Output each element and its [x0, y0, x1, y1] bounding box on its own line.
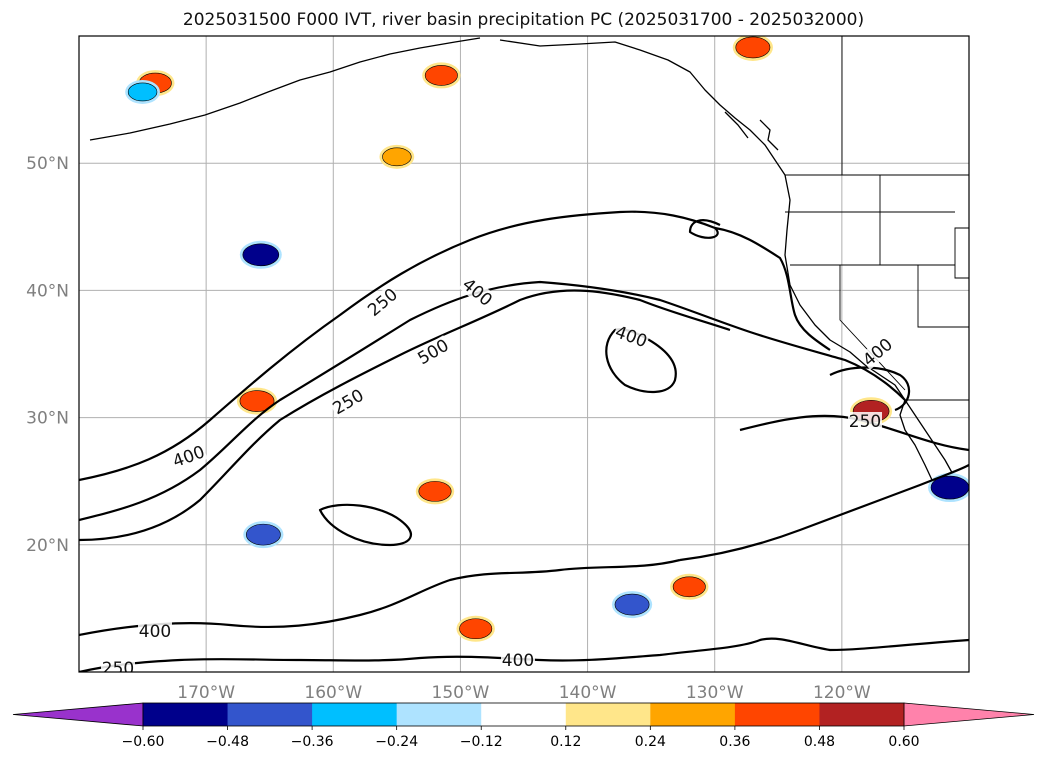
colorbar-segment: [227, 703, 313, 726]
precip-region: [127, 82, 158, 102]
precip-region: [459, 618, 493, 640]
precip-region: [424, 65, 458, 86]
contour-label-bg: [169, 441, 208, 471]
colorbar-segment: [565, 703, 651, 726]
contour-label-bg: [101, 659, 135, 672]
precip-region: [242, 243, 280, 267]
precip-region: [672, 576, 706, 598]
chart-title: 2025031500 F000 IVT, river basin precipi…: [182, 10, 865, 30]
colorbar-segment: [396, 703, 482, 726]
political-borders: [785, 36, 969, 401]
contour-label-bg: [858, 334, 897, 370]
contour-label: 400: [139, 622, 171, 642]
contour-label-bg: [413, 335, 453, 368]
colorbar-tick-label: −0.24: [375, 734, 418, 750]
y-tick-label: 20°N: [26, 536, 69, 556]
colorbar-tick-label: 0.24: [635, 734, 666, 750]
precip-region: [382, 147, 412, 167]
contour-label: 250: [849, 412, 881, 432]
y-tick-label: 50°N: [26, 154, 69, 174]
contour-label: 250: [102, 659, 134, 679]
x-tick-label: 170°W: [177, 683, 235, 703]
colorbar-tick-label: −0.36: [291, 734, 334, 750]
x-tick-label: 140°W: [559, 683, 617, 703]
map-background: [79, 36, 969, 672]
y-tick-label: 30°N: [26, 409, 69, 429]
x-tick-label: 130°W: [686, 683, 744, 703]
colorbar-tick-label: 0.36: [719, 734, 750, 750]
y-tick-label: 40°N: [26, 281, 69, 301]
contour-label: 400: [502, 651, 534, 671]
colorbar-extend-min: [12, 702, 144, 727]
contour-label-bg: [363, 284, 402, 320]
x-tick-label: 150°W: [432, 683, 490, 703]
contour-label-bg: [138, 622, 172, 640]
precip-region: [735, 36, 771, 59]
contour-label-bg: [612, 321, 651, 351]
colorbar-segment: [312, 703, 398, 726]
x-tick-label: 160°W: [304, 683, 362, 703]
colorbar-tick-label: 0.12: [550, 734, 581, 750]
contour-label-bg: [458, 274, 497, 310]
colorbar-tick-label: 0.48: [804, 734, 835, 750]
x-axis-ticks: 170°W 160°W 150°W 140°W 130°W 120°W: [177, 683, 871, 703]
precip-region: [418, 481, 452, 502]
colorbar-tick-label: 0.60: [888, 734, 919, 750]
precip-region: [239, 390, 275, 412]
graticule: [79, 36, 969, 672]
colorbar-segment: [819, 703, 905, 726]
precip-region: [245, 523, 281, 546]
coastlines: [89, 37, 963, 496]
map-frame: [78, 35, 970, 673]
colorbar-segment: [650, 703, 736, 726]
y-axis-ticks: 50°N 40°N 30°N 20°N: [26, 154, 69, 556]
colorbar-outline: [142, 702, 905, 727]
colorbar-tick-label: −0.48: [206, 734, 249, 750]
colorbar-segment: [481, 703, 567, 726]
contour-label-bg: [501, 651, 535, 669]
colorbar-extend-max: [903, 702, 1035, 727]
colorbar-segment: [734, 703, 820, 726]
colorbar-tick-label: −0.12: [460, 734, 503, 750]
x-tick-label: 120°W: [813, 683, 871, 703]
colorbar: −0.60 −0.48 −0.36 −0.24 −0.12 0.12 0.24 0.36 0.4…: [12, 702, 1035, 750]
precip-region: [614, 593, 650, 616]
contour-label-bg: [328, 385, 368, 418]
colorbar-segment: [143, 703, 229, 726]
precip-pc-fields: [125, 36, 969, 642]
colorbar-tick-label: −0.60: [122, 734, 165, 750]
contour-label-bg: [848, 412, 882, 430]
